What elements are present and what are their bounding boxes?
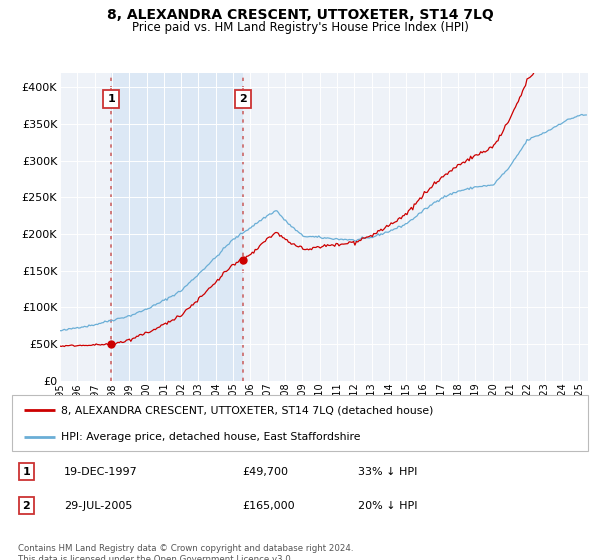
Text: 1: 1 xyxy=(23,466,30,477)
Text: Price paid vs. HM Land Registry's House Price Index (HPI): Price paid vs. HM Land Registry's House … xyxy=(131,21,469,34)
Text: 2: 2 xyxy=(23,501,30,511)
Text: 2: 2 xyxy=(239,94,247,104)
FancyBboxPatch shape xyxy=(12,395,588,451)
Text: 8, ALEXANDRA CRESCENT, UTTOXETER, ST14 7LQ: 8, ALEXANDRA CRESCENT, UTTOXETER, ST14 7… xyxy=(107,8,493,22)
Text: £165,000: £165,000 xyxy=(242,501,295,511)
Bar xyxy=(111,73,243,381)
Text: 20% ↓ HPI: 20% ↓ HPI xyxy=(358,501,417,511)
Text: 29-JUL-2005: 29-JUL-2005 xyxy=(64,501,132,511)
Text: 33% ↓ HPI: 33% ↓ HPI xyxy=(358,466,417,477)
Text: 1: 1 xyxy=(107,94,115,104)
Text: £49,700: £49,700 xyxy=(242,466,289,477)
Text: Contains HM Land Registry data © Crown copyright and database right 2024.
This d: Contains HM Land Registry data © Crown c… xyxy=(18,544,353,560)
Text: 8, ALEXANDRA CRESCENT, UTTOXETER, ST14 7LQ (detached house): 8, ALEXANDRA CRESCENT, UTTOXETER, ST14 7… xyxy=(61,405,433,416)
Text: HPI: Average price, detached house, East Staffordshire: HPI: Average price, detached house, East… xyxy=(61,432,361,442)
Text: 19-DEC-1997: 19-DEC-1997 xyxy=(64,466,137,477)
